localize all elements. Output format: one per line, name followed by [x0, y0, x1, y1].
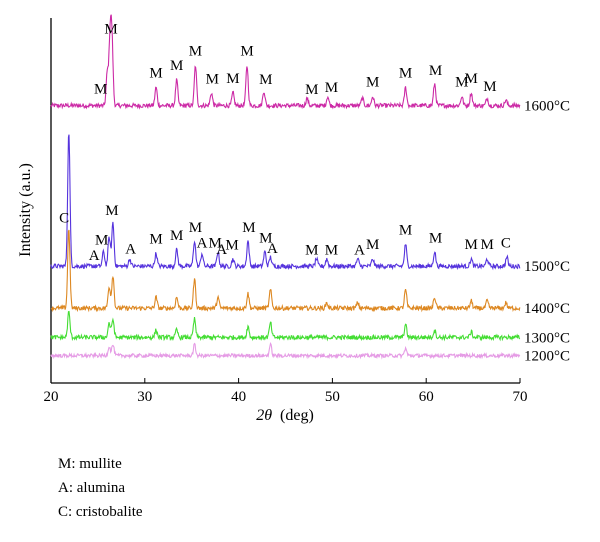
peak-label: A	[125, 241, 136, 257]
x-axis-symbol: 2θ	[256, 407, 272, 424]
series-line	[50, 310, 521, 342]
x-tick-label: 30	[137, 389, 152, 405]
peak-label: M	[259, 72, 272, 88]
series-label: 1200°C	[524, 349, 570, 365]
series-line	[50, 342, 521, 360]
peak-label: M	[105, 203, 118, 219]
peak-label: M	[149, 231, 162, 247]
peak-label: M	[149, 65, 162, 81]
peak-label: M	[399, 222, 412, 238]
series-label: 1500°C	[524, 259, 570, 275]
y-axis-label: Intensity (a.u.)	[17, 163, 34, 257]
peak-label: C	[501, 236, 511, 252]
x-tick-label: 40	[231, 389, 246, 405]
series-label: 1400°C	[524, 301, 570, 317]
peak-label: M	[483, 79, 496, 95]
peak-label: M	[240, 43, 253, 59]
peak-label: M	[208, 235, 221, 251]
x-ticks-layer: 20 30 40 50 60 70	[44, 378, 528, 405]
x-axis-label: 2θ (deg)	[256, 407, 314, 424]
x-axis-unit: (deg)	[280, 407, 314, 424]
peak-label: M	[242, 220, 255, 236]
x-tick-label: 70	[513, 389, 528, 405]
peak-label: M	[305, 242, 318, 258]
series-layer: 1600°C 1500°C 1400°C 1300°C 1200°C	[50, 14, 570, 365]
peak-label: M	[366, 237, 379, 253]
peak-label: M	[429, 63, 442, 79]
x-tick-label: 60	[419, 389, 434, 405]
peak-label: A	[216, 242, 227, 258]
note-alumina: A: alumina	[58, 480, 126, 496]
axes	[50, 18, 520, 384]
peak-label: M	[465, 71, 478, 87]
peak-label: M	[189, 43, 202, 59]
peak-label: M	[325, 80, 338, 96]
peak-label: M	[189, 220, 202, 236]
note-mullite: M: mullite	[58, 456, 122, 472]
series-label: 1600°C	[524, 99, 570, 115]
peak-label: M	[170, 228, 183, 244]
note-cristobalite: C: cristobalite	[58, 504, 143, 520]
peak-label: M	[104, 21, 117, 37]
peak-label: M	[259, 230, 272, 246]
peak-label: M	[455, 74, 468, 90]
series-line	[50, 229, 521, 313]
peak-label: M	[429, 230, 442, 246]
peak-label: M	[325, 242, 338, 258]
peak-label: M	[465, 237, 478, 253]
peak-label: M	[225, 237, 238, 253]
peak-label: M	[226, 71, 239, 87]
peak-label: C	[59, 211, 69, 227]
peak-label: M	[480, 237, 493, 253]
peak-label: M	[366, 74, 379, 90]
series-label: 1300°C	[524, 330, 570, 346]
x-tick-label: 20	[44, 389, 59, 405]
x-tick-label: 50	[325, 389, 340, 405]
peak-label: M	[305, 82, 318, 98]
peak-label: M	[95, 233, 108, 249]
peak-label: M	[206, 72, 219, 88]
phase-legend: M: mullite A: alumina C: cristobalite	[58, 452, 143, 524]
peak-label: A	[267, 241, 278, 257]
peak-label: M	[94, 81, 107, 97]
peak-label: M	[399, 65, 412, 81]
peak-label: A	[89, 248, 100, 264]
peak-label: M	[170, 58, 183, 74]
peak-label: A	[197, 235, 208, 251]
series-line	[50, 14, 521, 110]
series-line	[50, 134, 521, 271]
peak-label: A	[354, 242, 365, 258]
